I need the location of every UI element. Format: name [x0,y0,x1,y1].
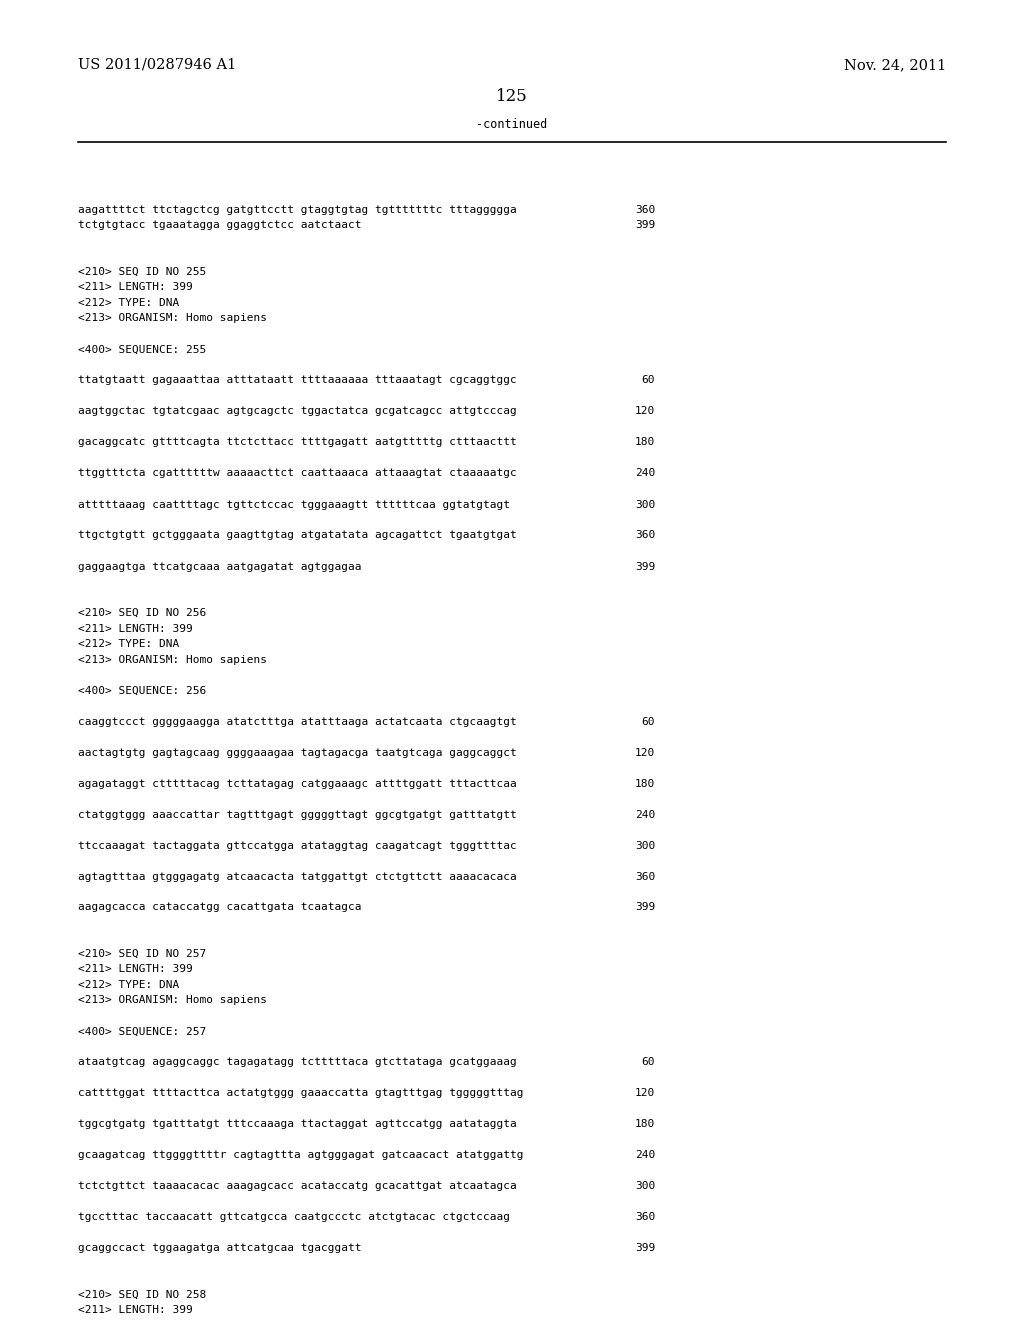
Text: agtagtttaa gtgggagatg atcaacacta tatggattgt ctctgttctt aaaacacaca: agtagtttaa gtgggagatg atcaacacta tatggat… [78,871,517,882]
Text: ttggtttcta cgattttttw aaaaacttct caattaaaca attaaagtat ctaaaaatgc: ttggtttcta cgattttttw aaaaacttct caattaa… [78,469,517,478]
Text: <400> SEQUENCE: 255: <400> SEQUENCE: 255 [78,345,206,355]
Text: <400> SEQUENCE: 257: <400> SEQUENCE: 257 [78,1027,206,1036]
Text: <211> LENGTH: 399: <211> LENGTH: 399 [78,965,193,974]
Text: 399: 399 [635,903,655,912]
Text: aagtggctac tgtatcgaac agtgcagctc tggactatca gcgatcagcc attgtcccag: aagtggctac tgtatcgaac agtgcagctc tggacta… [78,407,517,417]
Text: 180: 180 [635,779,655,788]
Text: <211> LENGTH: 399: <211> LENGTH: 399 [78,623,193,634]
Text: 60: 60 [641,717,655,726]
Text: tgcctttac taccaacatt gttcatgcca caatgccctc atctgtacac ctgctccaag: tgcctttac taccaacatt gttcatgcca caatgccc… [78,1213,510,1222]
Text: 180: 180 [635,1119,655,1130]
Text: tctgtgtacc tgaaatagga ggaggtctcc aatctaact: tctgtgtacc tgaaatagga ggaggtctcc aatctaa… [78,220,361,231]
Text: <210> SEQ ID NO 257: <210> SEQ ID NO 257 [78,949,206,960]
Text: tggcgtgatg tgatttatgt tttccaaaga ttactaggat agttccatgg aatataggta: tggcgtgatg tgatttatgt tttccaaaga ttactag… [78,1119,517,1130]
Text: <210> SEQ ID NO 255: <210> SEQ ID NO 255 [78,267,206,277]
Text: 360: 360 [635,531,655,540]
Text: 300: 300 [635,1181,655,1192]
Text: 360: 360 [635,1213,655,1222]
Text: <210> SEQ ID NO 256: <210> SEQ ID NO 256 [78,609,206,618]
Text: 399: 399 [635,1243,655,1254]
Text: 125: 125 [496,88,528,106]
Text: gcaagatcag ttggggttttr cagtagttta agtgggagat gatcaacact atatggattg: gcaagatcag ttggggttttr cagtagttta agtggg… [78,1151,523,1160]
Text: 240: 240 [635,1151,655,1160]
Text: atttttaaag caattttagc tgttctccac tgggaaagtt ttttttcaa ggtatgtagt: atttttaaag caattttagc tgttctccac tgggaaa… [78,499,510,510]
Text: aagagcacca cataccatgg cacattgata tcaatagca: aagagcacca cataccatgg cacattgata tcaatag… [78,903,361,912]
Text: <213> ORGANISM: Homo sapiens: <213> ORGANISM: Homo sapiens [78,313,267,323]
Text: 300: 300 [635,841,655,850]
Text: <213> ORGANISM: Homo sapiens: <213> ORGANISM: Homo sapiens [78,995,267,1006]
Text: cattttggat ttttacttca actatgtggg gaaaccatta gtagtttgag tgggggtttag: cattttggat ttttacttca actatgtggg gaaacca… [78,1089,523,1098]
Text: aagattttct ttctagctcg gatgttcctt gtaggtgtag tgtttttttc tttaggggga: aagattttct ttctagctcg gatgttcctt gtaggtg… [78,205,517,215]
Text: tctctgttct taaaacacac aaagagcacc acataccatg gcacattgat atcaatagca: tctctgttct taaaacacac aaagagcacc acatacc… [78,1181,517,1192]
Text: <212> TYPE: DNA: <212> TYPE: DNA [78,298,179,308]
Text: aactagtgtg gagtagcaag ggggaaagaa tagtagacga taatgtcaga gaggcaggct: aactagtgtg gagtagcaag ggggaaagaa tagtaga… [78,747,517,758]
Text: 120: 120 [635,747,655,758]
Text: <210> SEQ ID NO 258: <210> SEQ ID NO 258 [78,1290,206,1300]
Text: ctatggtggg aaaccattar tagtttgagt gggggttagt ggcgtgatgt gatttatgtt: ctatggtggg aaaccattar tagtttgagt gggggtt… [78,809,517,820]
Text: agagataggt ctttttacag tcttatagag catggaaagc attttggatt tttacttcaa: agagataggt ctttttacag tcttatagag catggaa… [78,779,517,788]
Text: Nov. 24, 2011: Nov. 24, 2011 [844,58,946,73]
Text: <211> LENGTH: 399: <211> LENGTH: 399 [78,1305,193,1316]
Text: 120: 120 [635,407,655,417]
Text: ttccaaagat tactaggata gttccatgga atataggtag caagatcagt tgggttttac: ttccaaagat tactaggata gttccatgga atatagg… [78,841,517,850]
Text: US 2011/0287946 A1: US 2011/0287946 A1 [78,58,237,73]
Text: -continued: -continued [476,117,548,131]
Text: 60: 60 [641,375,655,385]
Text: 120: 120 [635,1089,655,1098]
Text: 300: 300 [635,499,655,510]
Text: ttatgtaatt gagaaattaa atttataatt ttttaaaaaa tttaaatagt cgcaggtggc: ttatgtaatt gagaaattaa atttataatt ttttaaa… [78,375,517,385]
Text: ataatgtcag agaggcaggc tagagatagg tctttttaca gtcttataga gcatggaaag: ataatgtcag agaggcaggc tagagatagg tcttttt… [78,1057,517,1068]
Text: <212> TYPE: DNA: <212> TYPE: DNA [78,979,179,990]
Text: gacaggcatc gttttcagta ttctcttacc ttttgagatt aatgtttttg ctttaacttt: gacaggcatc gttttcagta ttctcttacc ttttgag… [78,437,517,447]
Text: <400> SEQUENCE: 256: <400> SEQUENCE: 256 [78,685,206,696]
Text: 399: 399 [635,220,655,231]
Text: 360: 360 [635,205,655,215]
Text: <212> TYPE: DNA: <212> TYPE: DNA [78,639,179,649]
Text: 240: 240 [635,469,655,478]
Text: 240: 240 [635,809,655,820]
Text: 60: 60 [641,1057,655,1068]
Text: <213> ORGANISM: Homo sapiens: <213> ORGANISM: Homo sapiens [78,655,267,664]
Text: ttgctgtgtt gctgggaata gaagttgtag atgatatata agcagattct tgaatgtgat: ttgctgtgtt gctgggaata gaagttgtag atgatat… [78,531,517,540]
Text: caaggtccct gggggaagga atatctttga atatttaaga actatcaata ctgcaagtgt: caaggtccct gggggaagga atatctttga atattta… [78,717,517,726]
Text: 360: 360 [635,871,655,882]
Text: gcaggccact tggaagatga attcatgcaa tgacggatt: gcaggccact tggaagatga attcatgcaa tgacgga… [78,1243,361,1254]
Text: gaggaagtga ttcatgcaaa aatgagatat agtggagaa: gaggaagtga ttcatgcaaa aatgagatat agtggag… [78,561,361,572]
Text: <211> LENGTH: 399: <211> LENGTH: 399 [78,282,193,293]
Text: 399: 399 [635,561,655,572]
Text: 180: 180 [635,437,655,447]
